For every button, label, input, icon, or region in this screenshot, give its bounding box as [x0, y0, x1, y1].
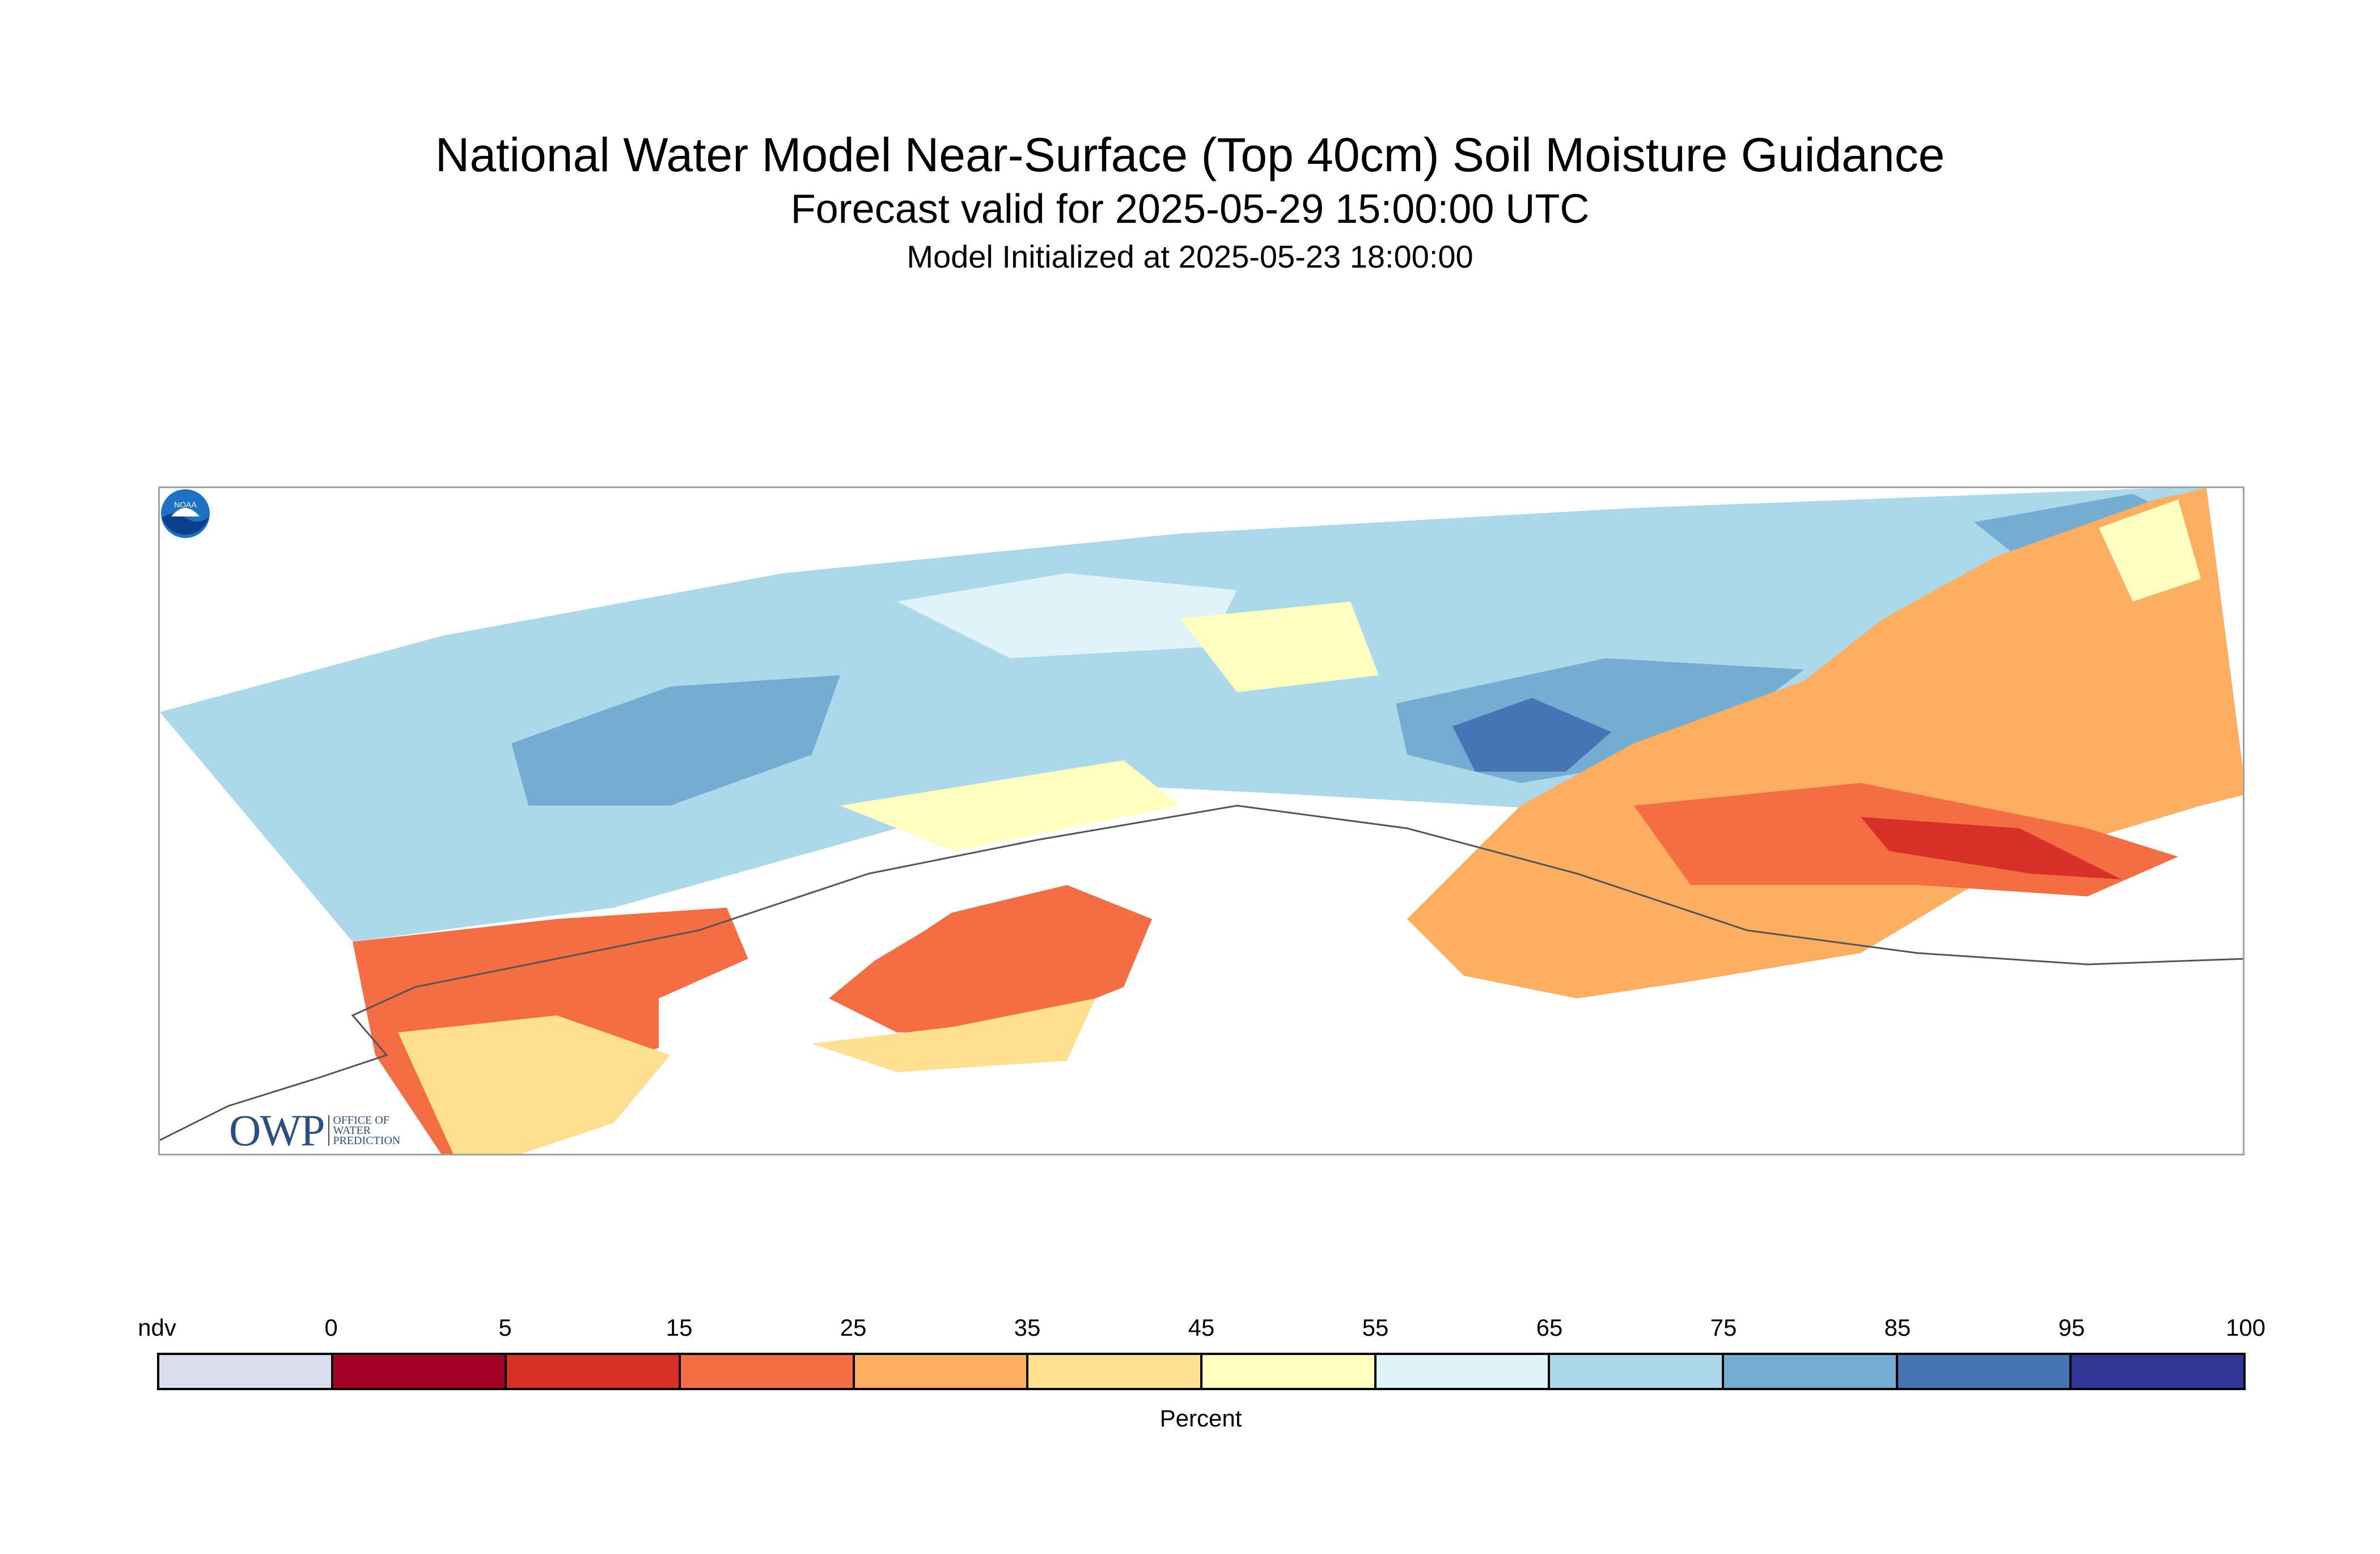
colorbar-segment [854, 1355, 1029, 1388]
colorbar-segment [1202, 1355, 1377, 1388]
eastern-driest-band [1861, 817, 2121, 879]
colorbar-tick-label: 75 [1710, 1314, 1737, 1341]
inlet-water [659, 874, 1010, 1055]
colorbar-segment [1028, 1355, 1203, 1388]
colorbar-tick-label: ndv [138, 1314, 176, 1341]
colorbar-tick-label: 95 [2058, 1314, 2085, 1341]
colorbar-segment [681, 1355, 855, 1388]
wet-patch [1452, 698, 1611, 772]
colorbar-tick-label: 100 [2225, 1314, 2266, 1341]
eastern-dry-region [1407, 488, 2243, 998]
light-patch [897, 573, 1237, 658]
colorbar-label: Percent [1159, 1405, 1242, 1432]
colorbar-segment [159, 1355, 333, 1388]
colorbar-tick-label: 45 [1188, 1314, 1215, 1341]
coastline [160, 804, 2243, 1141]
colorbar-segment [507, 1355, 681, 1388]
northern-moist-region [160, 488, 2243, 942]
colorbar-segment [1550, 1355, 1725, 1388]
forecast-valid-subtitle: Forecast valid for 2025-05-29 15:00:00 U… [790, 187, 1590, 232]
central-moderate-coast [812, 998, 1095, 1072]
colorbar-tick-label: 0 [324, 1314, 338, 1341]
soil-moisture-map: OWP OFFICE OF WATER PREDICTION NOAA [158, 486, 2245, 1155]
colorbar [157, 1353, 2246, 1390]
light-patch [840, 760, 1180, 851]
noaa-logo-text: NOAA [174, 500, 197, 509]
colorbar-tick-label: 85 [1884, 1314, 1911, 1341]
colorbar-tick-label: 65 [1536, 1314, 1563, 1341]
owp-logo-text: OFFICE OF WATER PREDICTION [328, 1115, 400, 1146]
colorbar-segment [333, 1355, 507, 1388]
southwest-moderate-region [398, 1015, 670, 1154]
moist-patch [511, 675, 840, 806]
noaa-logo-icon: NOAA [161, 489, 210, 538]
colorbar-tick-label: 15 [666, 1314, 693, 1341]
map-graphic [160, 488, 2243, 1154]
owp-logo: OWP OFFICE OF WATER PREDICTION [229, 1105, 400, 1155]
map-title: National Water Model Near-Surface (Top 4… [435, 128, 1945, 181]
light-patch [1180, 602, 1379, 692]
colorbar-tick-label: 55 [1362, 1314, 1389, 1341]
colorbar-tick-label: 5 [498, 1314, 512, 1341]
colorbar-segment [1724, 1355, 1898, 1388]
central-dry-peninsula [829, 885, 1152, 1032]
colorbar-tick-label: 35 [1014, 1314, 1041, 1341]
colorbar-segment [1376, 1355, 1551, 1388]
model-initialized-line: Model Initialized at 2025-05-23 18:00:00 [907, 239, 1473, 274]
colorbar-tick-label: 25 [840, 1314, 867, 1341]
eastern-light-patch [2099, 499, 2201, 602]
colorbar-segment [1898, 1355, 2072, 1388]
owp-logo-mark: OWP [229, 1106, 325, 1155]
colorbar-segment [2072, 1355, 2244, 1388]
